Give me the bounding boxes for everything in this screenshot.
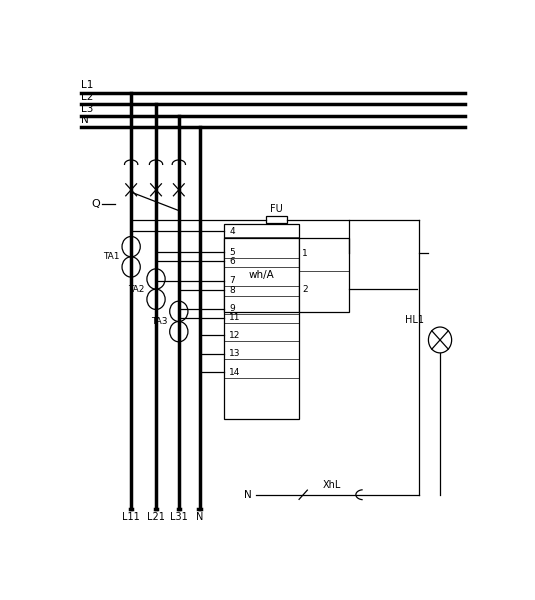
Text: TA3: TA3 <box>151 317 167 326</box>
Text: L1: L1 <box>81 80 94 91</box>
Text: 14: 14 <box>230 368 241 377</box>
Text: 11: 11 <box>230 313 241 322</box>
Text: 1: 1 <box>302 248 308 257</box>
Text: TA2: TA2 <box>128 284 145 293</box>
Text: 13: 13 <box>230 349 241 358</box>
Text: L2: L2 <box>81 92 94 102</box>
Text: N: N <box>196 512 203 523</box>
Text: L11: L11 <box>123 512 140 523</box>
Bar <box>225 224 299 419</box>
Text: N: N <box>81 115 89 125</box>
Text: N: N <box>243 490 251 500</box>
Text: L31: L31 <box>170 512 188 523</box>
Bar <box>225 238 299 312</box>
Text: 9: 9 <box>230 304 235 313</box>
Text: XhL: XhL <box>323 480 341 490</box>
Text: TA1: TA1 <box>103 252 120 262</box>
Text: wh/A: wh/A <box>249 270 274 280</box>
Text: 7: 7 <box>230 277 235 286</box>
Text: 8: 8 <box>230 286 235 295</box>
Text: 2: 2 <box>302 284 308 293</box>
Text: FU: FU <box>270 204 282 214</box>
Text: L3: L3 <box>81 104 94 113</box>
Text: HL1: HL1 <box>406 315 424 325</box>
Text: 4: 4 <box>230 227 235 236</box>
Text: 5: 5 <box>230 248 235 257</box>
Text: Q: Q <box>92 199 101 209</box>
Text: 6: 6 <box>230 257 235 266</box>
Text: 12: 12 <box>230 331 241 340</box>
Text: L21: L21 <box>147 512 165 523</box>
Bar <box>299 238 349 312</box>
Bar <box>266 217 287 223</box>
